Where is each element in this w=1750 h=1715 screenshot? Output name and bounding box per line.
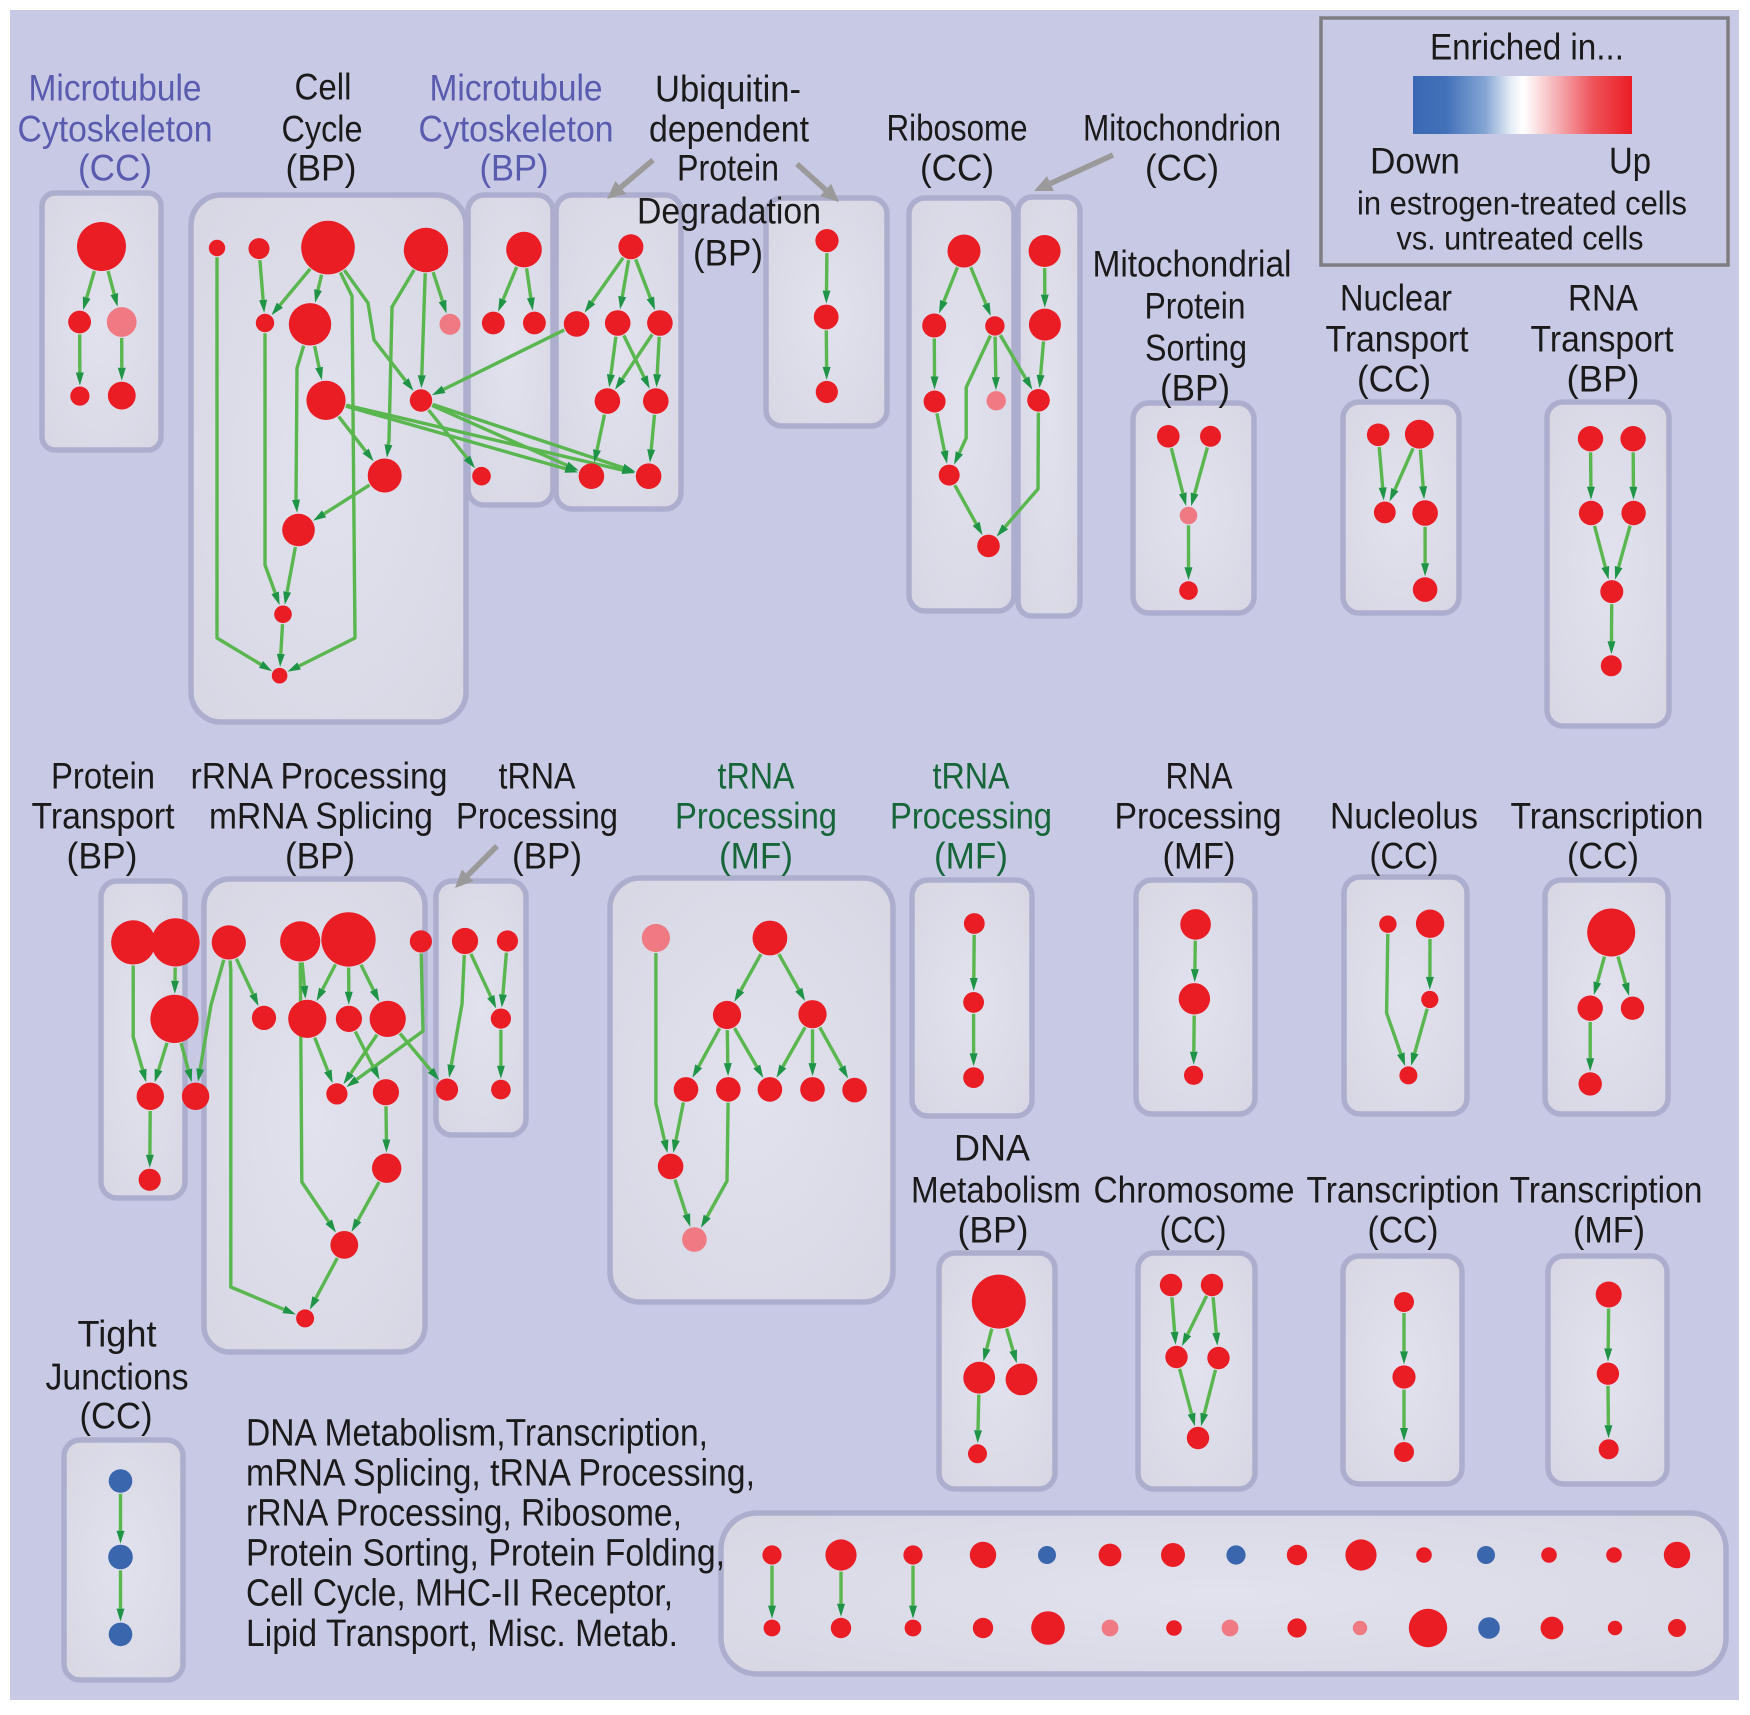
svg-text:Enriched in...: Enriched in... bbox=[1430, 27, 1624, 68]
svg-text:Cytoskeleton: Cytoskeleton bbox=[419, 109, 614, 150]
svg-text:rRNA Processing, Ribosome,: rRNA Processing, Ribosome, bbox=[246, 1493, 682, 1535]
svg-text:Transcription: Transcription bbox=[1511, 796, 1704, 837]
svg-text:(CC): (CC) bbox=[78, 148, 152, 189]
svg-text:Processing: Processing bbox=[675, 796, 837, 837]
svg-text:Chromosome: Chromosome bbox=[1094, 1170, 1295, 1211]
svg-text:Sorting: Sorting bbox=[1145, 328, 1247, 369]
svg-text:(MF): (MF) bbox=[719, 836, 793, 877]
svg-text:in estrogen-treated cells: in estrogen-treated cells bbox=[1357, 185, 1687, 222]
svg-text:RNA: RNA bbox=[1166, 756, 1233, 797]
svg-text:Mitochondrion: Mitochondrion bbox=[1083, 108, 1281, 149]
svg-text:(BP): (BP) bbox=[480, 148, 549, 189]
svg-text:(CC): (CC) bbox=[1370, 836, 1439, 877]
svg-text:Protein: Protein bbox=[677, 148, 779, 189]
svg-text:(CC): (CC) bbox=[1357, 359, 1431, 400]
svg-text:Mitochondrial: Mitochondrial bbox=[1093, 244, 1292, 285]
svg-text:Protein: Protein bbox=[1145, 286, 1246, 327]
svg-text:Up: Up bbox=[1609, 141, 1651, 182]
svg-text:(BP): (BP) bbox=[1160, 368, 1230, 409]
svg-text:(BP): (BP) bbox=[512, 836, 582, 877]
svg-text:Nuclear: Nuclear bbox=[1340, 278, 1452, 319]
svg-text:Transcription: Transcription bbox=[1307, 1170, 1500, 1211]
svg-text:Junctions: Junctions bbox=[46, 1357, 189, 1398]
svg-text:Processing: Processing bbox=[1115, 796, 1282, 837]
svg-text:DNA: DNA bbox=[954, 1128, 1030, 1169]
svg-text:(BP): (BP) bbox=[1567, 359, 1640, 400]
svg-text:Nucleolus: Nucleolus bbox=[1330, 796, 1478, 837]
svg-text:Cycle: Cycle bbox=[282, 109, 363, 150]
svg-text:Processing: Processing bbox=[890, 796, 1052, 837]
svg-text:(CC): (CC) bbox=[1145, 148, 1219, 189]
svg-text:Protein Sorting, Protein Foldi: Protein Sorting, Protein Folding, bbox=[246, 1533, 725, 1575]
svg-text:(BP): (BP) bbox=[286, 148, 357, 189]
svg-text:Transport: Transport bbox=[1326, 319, 1470, 360]
svg-text:Transport: Transport bbox=[1531, 319, 1675, 360]
svg-text:Cell: Cell bbox=[295, 67, 352, 108]
svg-text:(MF): (MF) bbox=[1573, 1210, 1645, 1251]
svg-text:(CC): (CC) bbox=[1567, 836, 1639, 877]
svg-text:(CC): (CC) bbox=[1160, 1210, 1227, 1251]
svg-text:mRNA Splicing: mRNA Splicing bbox=[209, 796, 433, 837]
svg-text:tRNA: tRNA bbox=[499, 756, 576, 797]
svg-text:Ubiquitin-: Ubiquitin- bbox=[655, 69, 801, 110]
svg-text:tRNA: tRNA bbox=[718, 756, 795, 797]
svg-text:Ribosome: Ribosome bbox=[887, 108, 1028, 149]
svg-text:tRNA: tRNA bbox=[933, 756, 1010, 797]
svg-text:Transcription: Transcription bbox=[1510, 1170, 1703, 1211]
svg-text:Cytoskeleton: Cytoskeleton bbox=[18, 109, 213, 150]
svg-text:Cell Cycle, MHC-II Receptor,: Cell Cycle, MHC-II Receptor, bbox=[246, 1573, 673, 1615]
svg-text:(BP): (BP) bbox=[958, 1210, 1029, 1251]
svg-text:rRNA Processing: rRNA Processing bbox=[191, 756, 448, 797]
svg-text:(CC): (CC) bbox=[1368, 1210, 1439, 1251]
svg-text:Transport: Transport bbox=[32, 796, 176, 837]
svg-text:dependent: dependent bbox=[649, 109, 810, 150]
svg-text:Degradation: Degradation bbox=[637, 191, 821, 232]
svg-text:Down: Down bbox=[1370, 141, 1460, 182]
svg-text:(BP): (BP) bbox=[285, 836, 355, 877]
svg-text:DNA Metabolism,Transcription,: DNA Metabolism,Transcription, bbox=[246, 1412, 708, 1454]
svg-text:Tight: Tight bbox=[78, 1314, 158, 1355]
svg-text:Microtubule: Microtubule bbox=[430, 68, 603, 109]
svg-text:(BP): (BP) bbox=[67, 836, 138, 877]
svg-text:mRNA Splicing, tRNA Processing: mRNA Splicing, tRNA Processing, bbox=[246, 1452, 755, 1494]
svg-text:(BP): (BP) bbox=[693, 233, 763, 274]
svg-text:Microtubule: Microtubule bbox=[29, 68, 202, 109]
svg-text:Lipid Transport, Misc. Metab.: Lipid Transport, Misc. Metab. bbox=[246, 1613, 678, 1655]
svg-text:(MF): (MF) bbox=[934, 836, 1008, 877]
svg-text:(CC): (CC) bbox=[920, 148, 994, 189]
svg-text:vs. untreated cells: vs. untreated cells bbox=[1397, 220, 1644, 257]
svg-text:RNA: RNA bbox=[1568, 278, 1638, 319]
svg-text:(CC): (CC) bbox=[80, 1396, 153, 1437]
svg-text:Processing: Processing bbox=[456, 796, 618, 837]
svg-text:Metabolism: Metabolism bbox=[911, 1170, 1081, 1211]
svg-text:(MF): (MF) bbox=[1163, 836, 1236, 877]
svg-text:Protein: Protein bbox=[51, 756, 155, 797]
